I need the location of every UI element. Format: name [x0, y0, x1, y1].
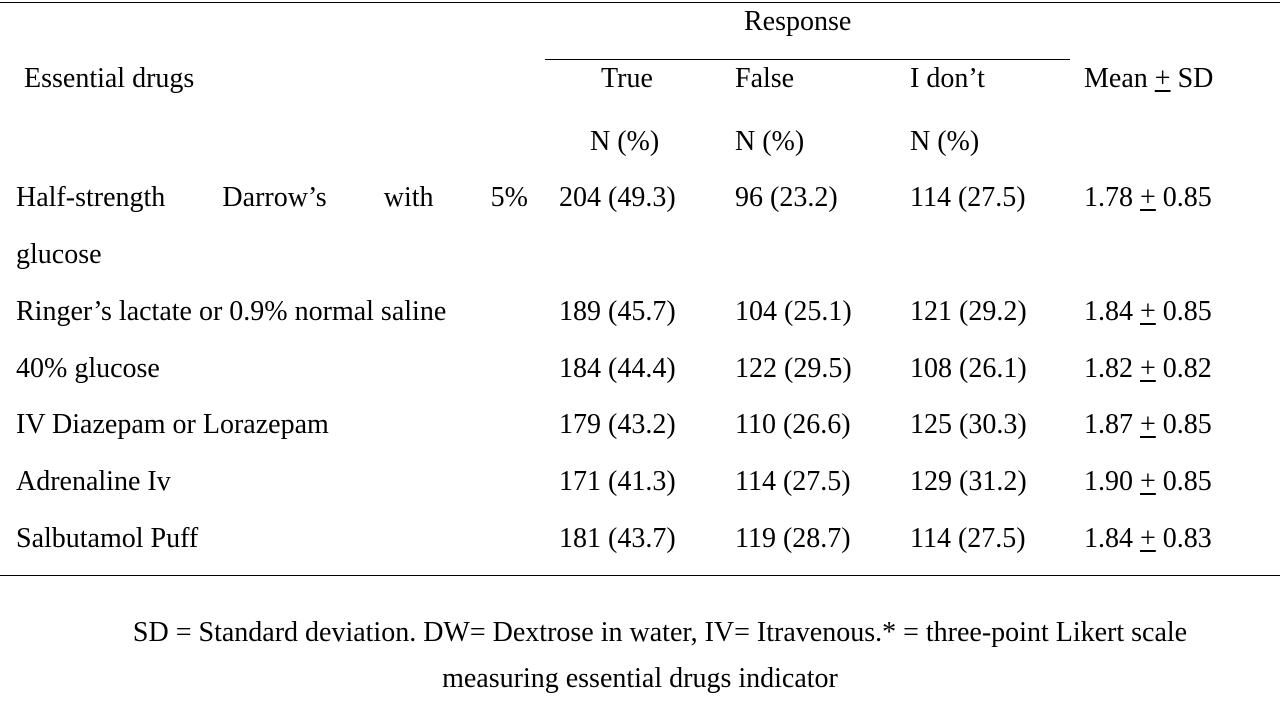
mean-sd-cell: 1.84 + 0.83 — [1084, 522, 1212, 556]
table-footnote: SD = Standard deviation. DW= Dextrose in… — [0, 610, 1280, 702]
sd-value: 0.82 — [1162, 353, 1212, 384]
mean-value: 1.84 — [1084, 296, 1133, 327]
dont-know-cell: 125 (30.3) — [910, 409, 1027, 440]
sd-value: 0.85 — [1162, 296, 1212, 327]
dont-know-cell: 108 (26.1) — [910, 353, 1027, 384]
row-label: 40% glucose — [16, 353, 160, 384]
dont-know-header: I don’t — [910, 63, 985, 94]
true-cell: 171 (41.3) — [559, 466, 676, 497]
false-unit: N (%) — [735, 126, 805, 157]
row-label-word: 5% — [490, 182, 528, 213]
true-cell: 184 (44.4) — [559, 353, 676, 384]
row-label: Adrenaline Iv — [16, 466, 171, 497]
plus-minus-sign: + — [1140, 353, 1156, 384]
false-cell: 114 (27.5) — [735, 466, 851, 497]
true-cell: 204 (49.3) — [559, 182, 676, 213]
true-cell: 181 (43.7) — [559, 523, 676, 554]
row-label-word: Darrow’s — [222, 182, 327, 213]
row-label-word: Half-strength — [16, 182, 166, 213]
mean-value: 1.90 — [1084, 466, 1133, 497]
mean-sd-cell: 1.82 + 0.82 — [1084, 352, 1212, 386]
footnote-line-1: SD = Standard deviation. DW= Dextrose in… — [132, 617, 1188, 648]
plus-minus-sign: + — [1154, 63, 1171, 94]
mean-value: 1.82 — [1084, 353, 1133, 384]
dont-know-cell: 121 (29.2) — [910, 296, 1027, 327]
plus-minus-sign: + — [1140, 409, 1156, 440]
true-cell: 179 (43.2) — [559, 409, 676, 440]
dont-know-cell: 129 (31.2) — [910, 466, 1027, 497]
row-label-word: with — [383, 182, 434, 213]
mean-sd-cell: 1.84 + 0.85 — [1084, 295, 1212, 329]
row-label: Salbutamol Puff — [16, 523, 199, 554]
mean-value: 1.78 — [1084, 182, 1133, 213]
mean-sd-cell: 1.90 + 0.85 — [1084, 465, 1212, 499]
true-cell: 189 (45.7) — [559, 296, 676, 327]
row-label: Half-strength Darrow’s with 5% — [16, 181, 528, 215]
mean-sd-header: Mean + SD — [1084, 62, 1213, 96]
row-label: IV Diazepam or Lorazepam — [16, 409, 329, 440]
plus-minus-sign: + — [1140, 182, 1156, 213]
plus-minus-sign: + — [1140, 466, 1156, 497]
false-cell: 122 (29.5) — [735, 353, 852, 384]
false-header: False — [735, 63, 795, 94]
true-header: True — [601, 63, 653, 94]
dont-know-cell: 114 (27.5) — [910, 523, 1026, 554]
table-top-rule — [0, 2, 1280, 3]
sd-label: SD — [1170, 63, 1214, 94]
mean-value: 1.84 — [1084, 523, 1133, 554]
response-span-rule — [545, 59, 1070, 60]
response-header: Response — [744, 6, 852, 37]
dont-know-unit: N (%) — [910, 126, 980, 157]
sd-value: 0.85 — [1162, 466, 1212, 497]
footnote-line-2: measuring essential drugs indicator — [442, 663, 838, 694]
plus-minus-sign: + — [1140, 296, 1156, 327]
mean-label: Mean — [1084, 63, 1155, 94]
true-unit: N (%) — [590, 126, 660, 157]
false-cell: 110 (26.6) — [735, 409, 851, 440]
mean-value: 1.87 — [1084, 409, 1133, 440]
essential-drugs-header: Essential drugs — [24, 63, 195, 94]
row-label-continuation: glucose — [16, 239, 102, 270]
table-bottom-rule — [0, 575, 1280, 576]
false-cell: 96 (23.2) — [735, 182, 838, 213]
dont-know-cell: 114 (27.5) — [910, 182, 1026, 213]
sd-value: 0.83 — [1162, 523, 1212, 554]
false-cell: 104 (25.1) — [735, 296, 852, 327]
mean-sd-cell: 1.87 + 0.85 — [1084, 408, 1212, 442]
sd-value: 0.85 — [1162, 182, 1212, 213]
sd-value: 0.85 — [1162, 409, 1212, 440]
false-cell: 119 (28.7) — [735, 523, 851, 554]
row-label: Ringer’s lactate or 0.9% normal saline — [16, 296, 447, 327]
mean-sd-cell: 1.78 + 0.85 — [1084, 181, 1212, 215]
plus-minus-sign: + — [1140, 523, 1156, 554]
